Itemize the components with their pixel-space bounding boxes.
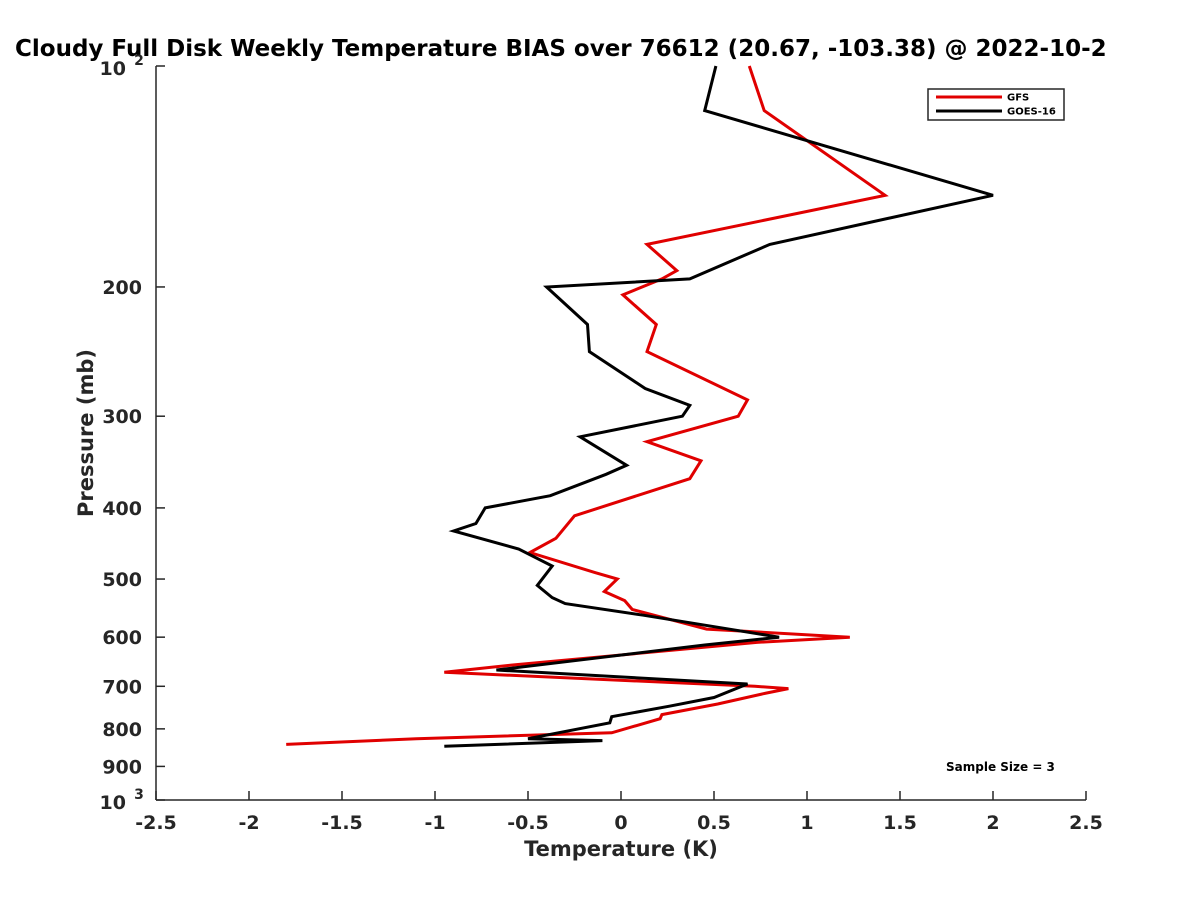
y-tick-label: 500 bbox=[102, 569, 142, 591]
x-tick-label: 1.5 bbox=[883, 812, 917, 834]
legend-label-gfs: GFS bbox=[1007, 93, 1029, 104]
legend-box bbox=[927, 88, 1065, 121]
x-tick-label: 0.5 bbox=[697, 812, 731, 834]
x-tick-label: -1.5 bbox=[321, 812, 363, 834]
sample-size-annotation: Sample Size = 3 bbox=[946, 760, 1055, 774]
chart-title: Cloudy Full Disk Weekly Temperature BIAS… bbox=[15, 36, 1107, 62]
y-power-tick-exponent: 3 bbox=[134, 787, 144, 803]
y-tick-label: 200 bbox=[102, 277, 142, 299]
y-tick-label: 700 bbox=[102, 676, 142, 698]
series-lines bbox=[286, 65, 994, 748]
series-line-gfs bbox=[286, 65, 889, 746]
legend: GFS GOES-16 bbox=[927, 88, 1065, 121]
axes bbox=[155, 66, 1086, 801]
x-ticks: -2.5 -2 -1.5 -1 -0.5 0 0.5 1 1.5 2 2.5 bbox=[135, 791, 1103, 834]
y-power-tick-label: 10 bbox=[100, 58, 126, 80]
y-axis-label: Pressure (mb) bbox=[74, 349, 98, 517]
y-tick-label: 900 bbox=[102, 756, 142, 778]
y-power-tick-exponent: 2 bbox=[134, 53, 144, 69]
x-tick-label: -2 bbox=[238, 812, 259, 834]
x-tick-label: 1 bbox=[800, 812, 813, 834]
x-tick-label: -1 bbox=[424, 812, 445, 834]
y-tick-label: 400 bbox=[102, 498, 142, 520]
y-tick-label: 600 bbox=[102, 627, 142, 649]
x-axis-label: Temperature (K) bbox=[524, 837, 718, 861]
series-line-goes-16 bbox=[444, 65, 994, 748]
y-ticks: 200 300 400 500 600 700 800 900 10 2 10 3 bbox=[100, 53, 165, 814]
x-tick-label: -0.5 bbox=[507, 812, 549, 834]
legend-label-goes-16: GOES-16 bbox=[1007, 107, 1056, 118]
x-tick-label: 2.5 bbox=[1069, 812, 1103, 834]
y-power-tick-label: 10 bbox=[100, 792, 126, 814]
y-tick-label: 300 bbox=[102, 406, 142, 428]
y-tick-label: 800 bbox=[102, 719, 142, 741]
x-tick-label: 2 bbox=[986, 812, 999, 834]
x-tick-label: 0 bbox=[614, 812, 627, 834]
x-tick-label: -2.5 bbox=[135, 812, 177, 834]
